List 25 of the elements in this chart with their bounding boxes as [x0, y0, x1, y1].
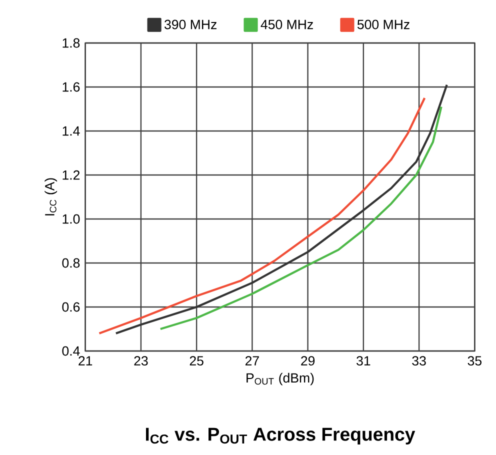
y-tick-label: 1.4: [62, 126, 80, 136]
legend-label: 450 MHz: [260, 20, 313, 30]
x-tick-label: 21: [78, 356, 92, 366]
legend-label: 390 MHz: [164, 20, 216, 30]
x-tick-label: 23: [134, 356, 148, 366]
y-tick-label: 0.4: [62, 346, 80, 356]
legend-label: 500 MHz: [357, 20, 410, 30]
y-tick-label: 1.0: [62, 214, 80, 224]
y-tick-label: 0.6: [62, 302, 80, 312]
y-tick-label: 1.6: [62, 82, 80, 92]
x-tick-label: 27: [245, 356, 259, 366]
y-tick-label: 1.2: [62, 170, 80, 180]
line-series: [159, 106, 442, 330]
x-tick-label: 25: [190, 356, 204, 366]
y-tick-label: 0.8: [62, 258, 80, 268]
y-axis-title: I$_{CC}$ (A): [44, 178, 58, 216]
x-tick-label: 31: [356, 356, 370, 366]
x-axis-title: P$_{OUT}$ (dBm): [246, 372, 314, 386]
line-series: [114, 84, 448, 334]
x-tick-label: 29: [301, 356, 315, 366]
y-tick-label: 1.8: [62, 38, 80, 48]
line-series: [98, 96, 426, 334]
chart-title: I$_{CC}$ vs. P$_{OUT}$ Across Frequency: [146, 428, 416, 445]
x-tick-label: 35: [468, 356, 482, 366]
x-tick-label: 33: [412, 356, 426, 366]
